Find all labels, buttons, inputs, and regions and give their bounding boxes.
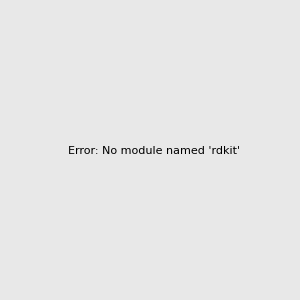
- Text: Error: No module named 'rdkit': Error: No module named 'rdkit': [68, 146, 240, 157]
